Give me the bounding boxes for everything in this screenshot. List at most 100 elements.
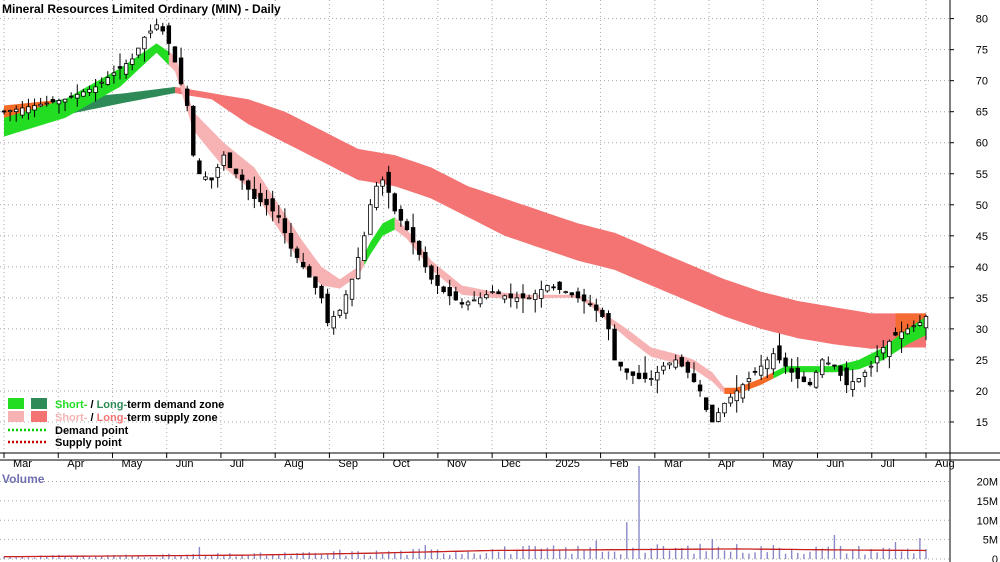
candle-body — [441, 286, 446, 293]
candle-body — [624, 368, 630, 373]
candle-body — [435, 274, 440, 286]
x-tick-label: Aug — [284, 458, 304, 470]
candle-body — [899, 331, 904, 339]
legend-sep-text: / — [87, 412, 96, 424]
candle-body — [850, 381, 855, 390]
x-tick-label: Jul — [881, 458, 895, 470]
candle-body — [62, 98, 68, 103]
candle-body — [807, 381, 813, 386]
candle-body — [801, 376, 807, 383]
candle-body — [14, 108, 19, 113]
candle-body — [99, 81, 104, 84]
candle-body — [728, 396, 733, 404]
x-tick-label: Dec — [501, 458, 521, 470]
candle-body — [502, 295, 507, 300]
candle-body — [81, 91, 86, 97]
legend-long-demand-swatch — [31, 398, 47, 409]
candle-body — [795, 367, 800, 379]
candle-body — [239, 174, 245, 181]
candle-body — [447, 286, 452, 297]
candle-body — [649, 378, 654, 380]
volume-tick-label: 10M — [977, 515, 998, 527]
candle-body — [691, 373, 697, 383]
candle-body — [154, 24, 159, 30]
candle-body — [142, 36, 147, 50]
short-term-supply-zone — [394, 217, 609, 323]
volume-tick-label: 0 — [992, 554, 998, 562]
candle-body — [246, 180, 251, 190]
candle-body — [642, 372, 648, 379]
candle-body — [783, 357, 788, 367]
candle-body — [130, 58, 135, 65]
candle-body — [520, 293, 526, 299]
candle-body — [264, 198, 269, 206]
candle-body — [826, 362, 831, 365]
candle-body — [777, 345, 782, 361]
candle-body — [722, 402, 727, 414]
x-axis: Mar Apr May Jun Jul Aug Sep Oct Nov Dec 2025 Feb Mar… — [3, 453, 955, 470]
candle-body — [581, 294, 587, 302]
candle-body — [655, 371, 660, 381]
candle-body — [160, 26, 165, 32]
candle-body — [453, 291, 459, 301]
candle-body — [881, 347, 886, 354]
candle-body — [533, 293, 538, 301]
candle-body — [862, 371, 868, 377]
candle-body — [630, 371, 636, 376]
x-tick-label: Feb — [610, 458, 629, 470]
candle-body — [752, 370, 758, 373]
candle-body — [349, 278, 355, 300]
y-tick-label: 40 — [976, 262, 988, 274]
candle-body — [105, 77, 111, 85]
candle-body — [209, 177, 214, 181]
candle-body — [300, 261, 306, 268]
candle-body — [374, 185, 379, 208]
candle-body — [392, 193, 397, 212]
legend-long-text: Long- — [97, 399, 128, 411]
candle-body — [667, 362, 672, 366]
candle-body — [331, 316, 336, 329]
candle-body — [905, 328, 910, 335]
candle-body — [484, 294, 489, 299]
candle-body — [166, 25, 172, 44]
x-tick-label: Nov — [447, 458, 467, 470]
candle-body — [874, 356, 880, 364]
volume-panel: 0 5M 10M 15M 20M — [0, 466, 998, 562]
candle-body — [294, 248, 300, 258]
volume-tick-label: 5M — [983, 535, 998, 547]
x-tick-label: Sep — [338, 458, 358, 470]
candle-body — [911, 325, 916, 328]
candle-body — [355, 257, 361, 280]
legend-supply-zone: Short- / Long-term supply zone — [55, 412, 218, 424]
candle-body — [423, 252, 428, 268]
x-tick-label: May — [121, 458, 142, 470]
candle-body — [111, 72, 117, 76]
candle-body — [429, 265, 434, 280]
volume-tick-label: 15M — [977, 496, 998, 508]
candle-body — [50, 99, 56, 103]
candle-body — [679, 357, 684, 367]
candle-body — [600, 309, 605, 317]
candle-body — [923, 316, 929, 329]
candle-body — [178, 57, 184, 85]
candle-body — [758, 365, 764, 376]
candle-body — [514, 297, 520, 302]
candle-body — [508, 293, 513, 299]
candle-body — [380, 179, 385, 187]
candle-body — [838, 365, 843, 376]
x-tick-label: Jun — [176, 458, 194, 470]
candle-body — [319, 285, 324, 299]
candle-body — [789, 368, 794, 373]
x-tick-label: Apr — [67, 458, 84, 470]
candle-body — [87, 88, 92, 93]
candle-body — [32, 105, 37, 111]
y-tick-label: 65 — [976, 107, 988, 119]
candle-body — [594, 304, 599, 311]
legend-short-supply-swatch — [8, 411, 24, 422]
candle-body — [569, 292, 575, 296]
candle-body — [478, 297, 483, 305]
candle-body — [307, 266, 312, 278]
candle-body — [587, 303, 593, 306]
